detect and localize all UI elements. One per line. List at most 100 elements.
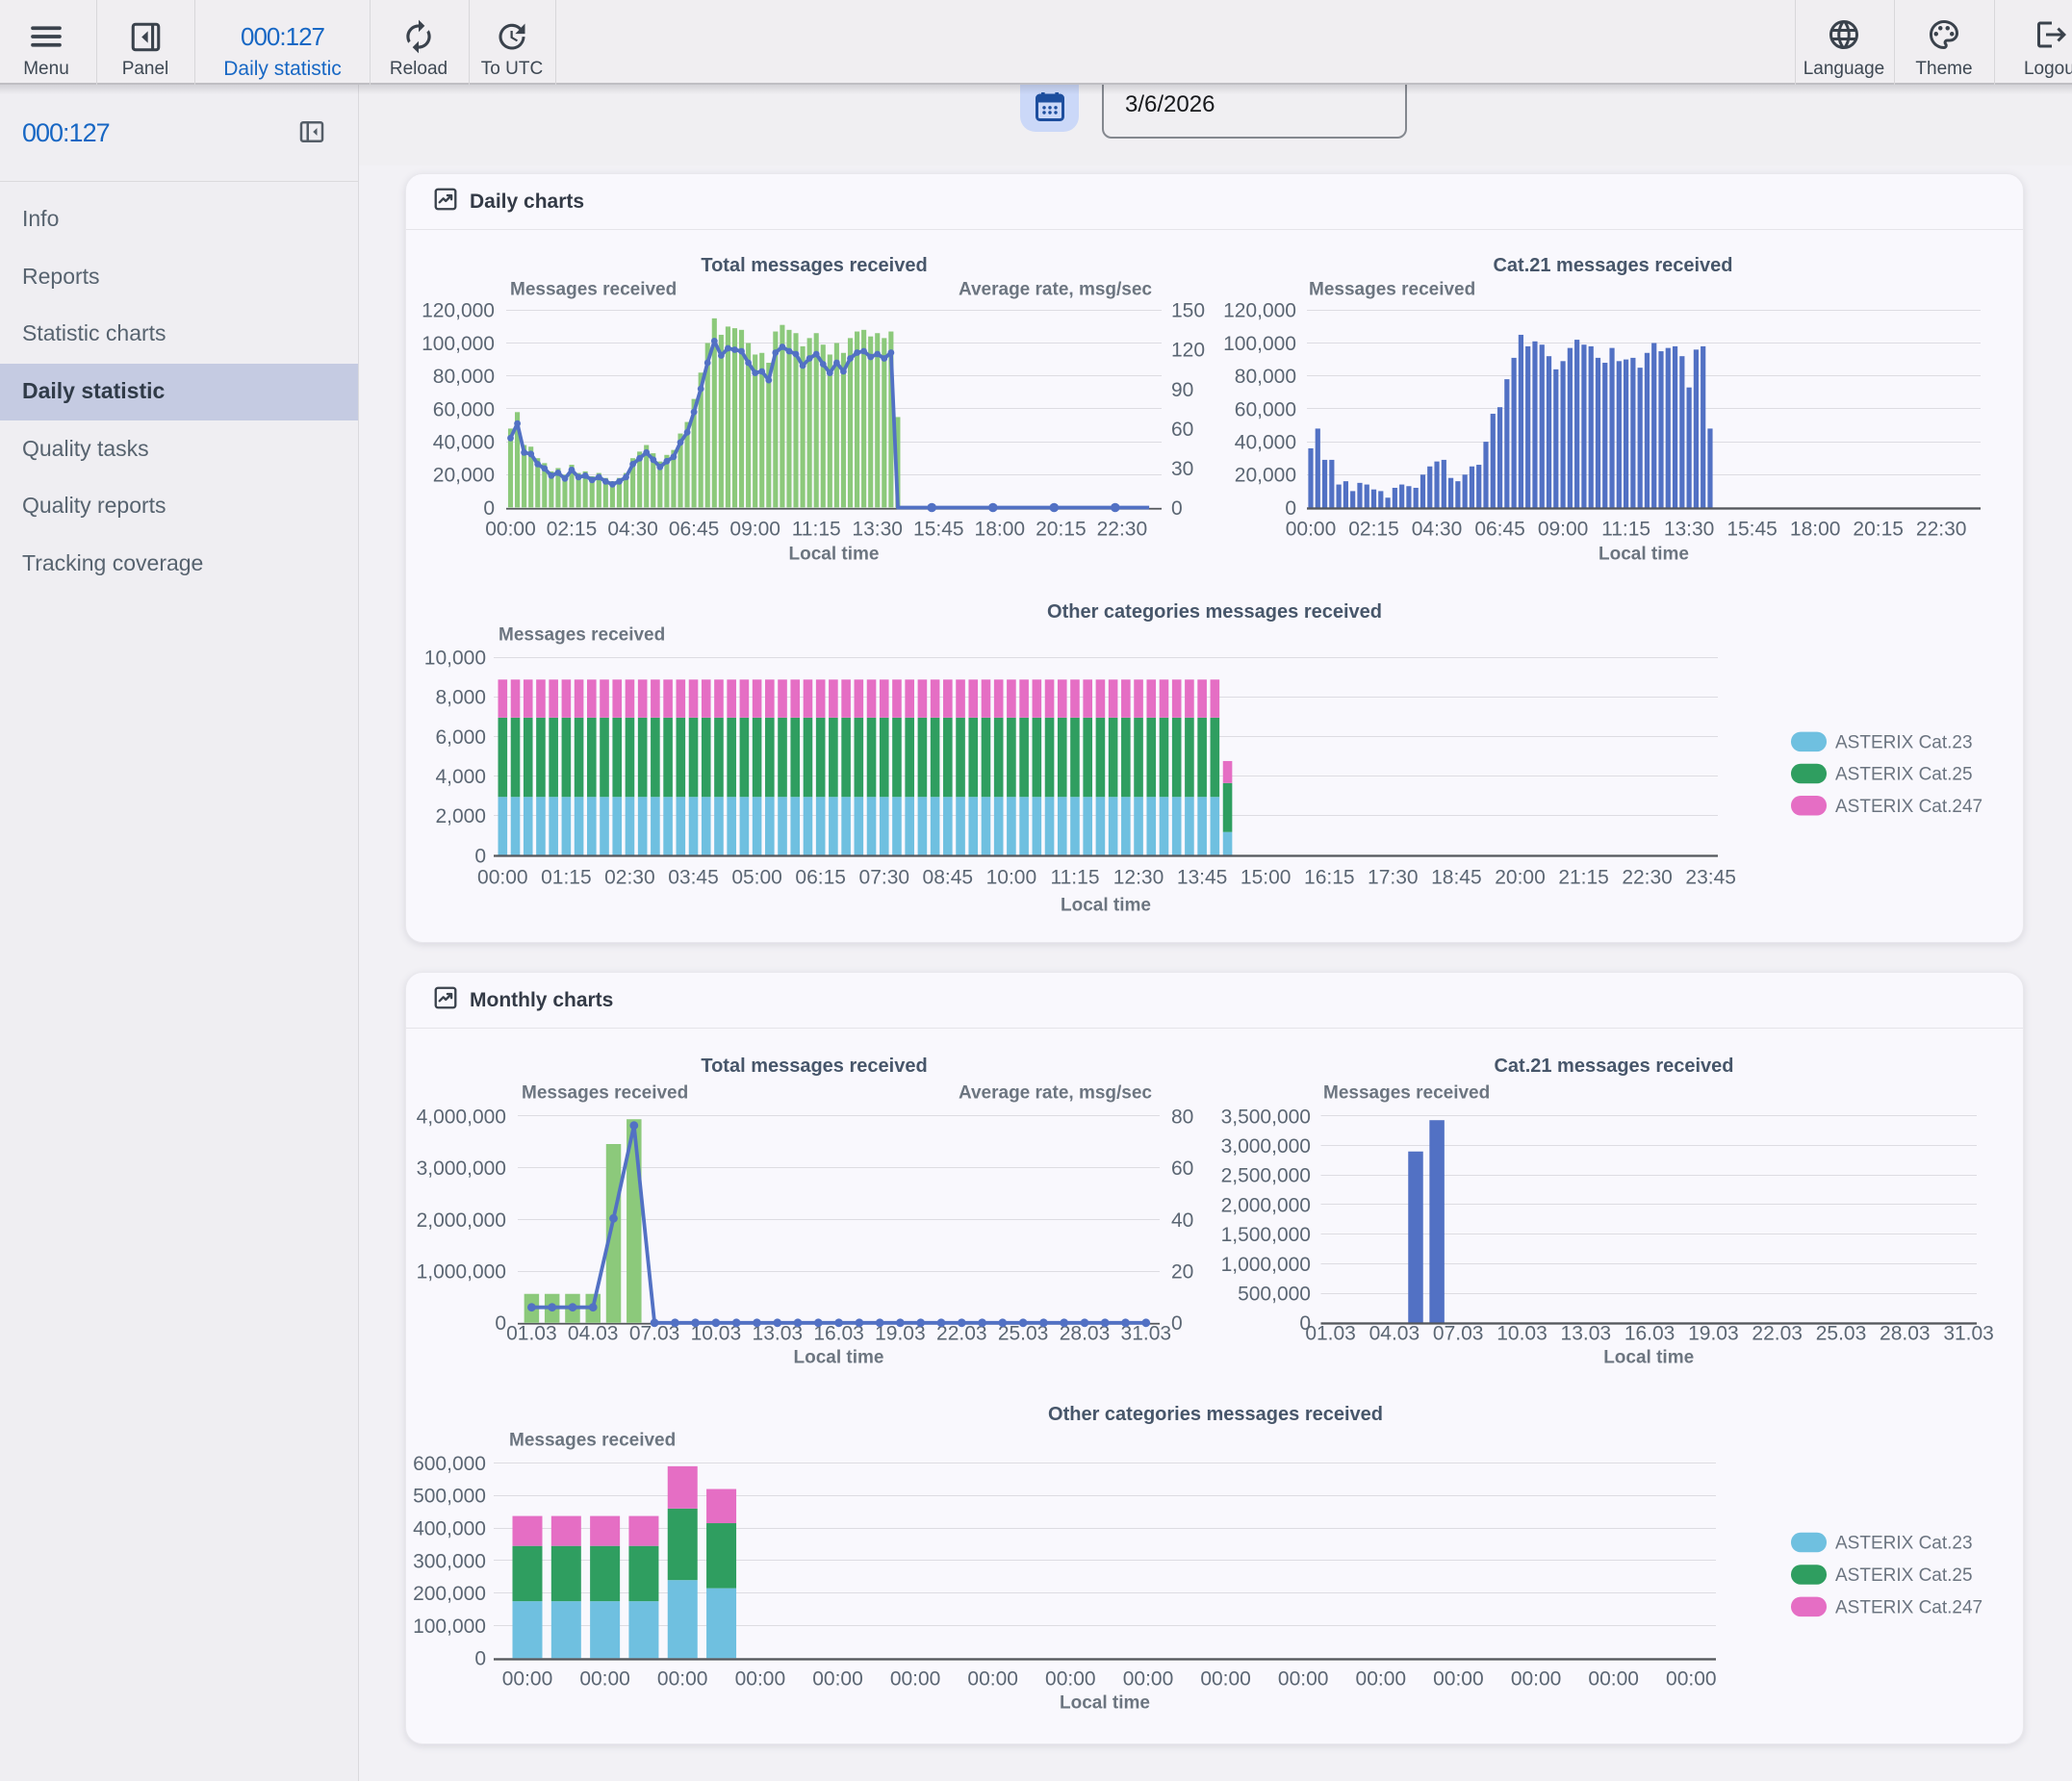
- svg-text:400,000: 400,000: [413, 1517, 486, 1539]
- svg-text:ASTERIX Cat.25: ASTERIX Cat.25: [1835, 1565, 1973, 1586]
- svg-text:15:45: 15:45: [913, 518, 964, 540]
- svg-text:ASTERIX Cat.23: ASTERIX Cat.23: [1835, 732, 1973, 752]
- svg-text:00:00: 00:00: [735, 1667, 786, 1690]
- svg-text:0: 0: [474, 845, 486, 867]
- svg-text:Average rate, msg/sec: Average rate, msg/sec: [959, 1083, 1152, 1104]
- svg-text:20,000: 20,000: [433, 465, 495, 487]
- svg-text:07.03: 07.03: [1433, 1322, 1484, 1344]
- svg-text:16:15: 16:15: [1304, 866, 1355, 888]
- svg-text:Local time: Local time: [1599, 545, 1689, 565]
- svg-text:10.03: 10.03: [1496, 1322, 1548, 1344]
- svg-text:0: 0: [1171, 497, 1183, 520]
- svg-text:16.03: 16.03: [813, 1322, 864, 1344]
- svg-text:20: 20: [1171, 1260, 1193, 1283]
- svg-text:Messages received: Messages received: [1323, 1083, 1490, 1104]
- svg-text:22:30: 22:30: [1622, 866, 1673, 888]
- svg-text:13:30: 13:30: [1664, 518, 1715, 540]
- svg-text:Other categories messages rece: Other categories messages received: [1048, 1404, 1383, 1425]
- svg-text:100,000: 100,000: [1223, 333, 1296, 355]
- svg-text:Total messages received: Total messages received: [701, 1056, 927, 1077]
- svg-text:15:00: 15:00: [1241, 866, 1292, 888]
- svg-text:Local time: Local time: [789, 545, 880, 565]
- svg-text:300,000: 300,000: [413, 1550, 486, 1572]
- svg-text:13.03: 13.03: [753, 1322, 804, 1344]
- svg-text:20,000: 20,000: [1235, 465, 1296, 487]
- svg-text:Cat.21 messages received: Cat.21 messages received: [1494, 1056, 1733, 1077]
- svg-text:25.03: 25.03: [998, 1322, 1049, 1344]
- svg-text:2,000,000: 2,000,000: [1221, 1194, 1311, 1216]
- svg-text:4,000,000: 4,000,000: [417, 1106, 506, 1128]
- svg-text:1,000,000: 1,000,000: [417, 1260, 506, 1283]
- svg-text:Average rate, msg/sec: Average rate, msg/sec: [959, 280, 1152, 300]
- svg-text:25.03: 25.03: [1816, 1322, 1867, 1344]
- svg-text:100,000: 100,000: [413, 1616, 486, 1638]
- svg-text:120: 120: [1171, 340, 1205, 362]
- svg-text:20:00: 20:00: [1495, 866, 1546, 888]
- svg-text:18:00: 18:00: [1790, 518, 1841, 540]
- svg-text:07.03: 07.03: [629, 1322, 680, 1344]
- svg-text:18:45: 18:45: [1431, 866, 1482, 888]
- svg-text:10.03: 10.03: [691, 1322, 742, 1344]
- svg-text:Messages received: Messages received: [522, 1083, 688, 1104]
- svg-text:Total messages received: Total messages received: [701, 255, 927, 276]
- svg-text:21:15: 21:15: [1558, 866, 1609, 888]
- svg-text:500,000: 500,000: [1238, 1283, 1311, 1305]
- svg-text:3,000,000: 3,000,000: [1221, 1135, 1311, 1158]
- svg-text:ASTERIX Cat.23: ASTERIX Cat.23: [1835, 1534, 1973, 1554]
- svg-text:00:00: 00:00: [1356, 1667, 1407, 1690]
- svg-text:16.03: 16.03: [1624, 1322, 1676, 1344]
- svg-text:60,000: 60,000: [433, 398, 495, 420]
- svg-text:2,000: 2,000: [435, 805, 486, 827]
- svg-text:00:00: 00:00: [579, 1667, 630, 1690]
- svg-text:00:00: 00:00: [485, 518, 536, 540]
- svg-text:22:30: 22:30: [1097, 518, 1148, 540]
- svg-text:04:30: 04:30: [607, 518, 658, 540]
- svg-text:07:30: 07:30: [859, 866, 910, 888]
- svg-text:20:15: 20:15: [1036, 518, 1087, 540]
- svg-text:00:00: 00:00: [1666, 1667, 1717, 1690]
- svg-text:Messages received: Messages received: [510, 280, 677, 300]
- svg-text:09:00: 09:00: [729, 518, 780, 540]
- svg-text:0: 0: [474, 1648, 486, 1670]
- svg-text:Messages received: Messages received: [499, 625, 665, 646]
- svg-text:6,000: 6,000: [435, 726, 486, 749]
- svg-text:2,000,000: 2,000,000: [417, 1209, 506, 1232]
- svg-text:04.03: 04.03: [568, 1322, 619, 1344]
- svg-text:22:30: 22:30: [1916, 518, 1967, 540]
- svg-text:13:30: 13:30: [852, 518, 903, 540]
- svg-text:06:45: 06:45: [1474, 518, 1525, 540]
- svg-text:02:30: 02:30: [604, 866, 655, 888]
- svg-text:09:00: 09:00: [1538, 518, 1589, 540]
- svg-text:30: 30: [1171, 458, 1193, 480]
- svg-text:2,500,000: 2,500,000: [1221, 1165, 1311, 1187]
- svg-text:Local time: Local time: [1061, 896, 1151, 916]
- svg-text:00:00: 00:00: [1588, 1667, 1639, 1690]
- svg-text:00:00: 00:00: [1511, 1667, 1562, 1690]
- svg-text:100,000: 100,000: [422, 333, 495, 355]
- svg-text:31.03: 31.03: [1121, 1322, 1172, 1344]
- svg-text:08:45: 08:45: [923, 866, 974, 888]
- svg-text:01.03: 01.03: [506, 1322, 557, 1344]
- svg-text:00:00: 00:00: [1123, 1667, 1174, 1690]
- svg-text:60: 60: [1171, 1158, 1193, 1180]
- svg-text:22.03: 22.03: [936, 1322, 987, 1344]
- svg-text:02:15: 02:15: [547, 518, 598, 540]
- svg-text:00:00: 00:00: [477, 866, 528, 888]
- svg-text:ASTERIX Cat.247: ASTERIX Cat.247: [1835, 797, 1982, 817]
- svg-text:28.03: 28.03: [1880, 1322, 1931, 1344]
- svg-text:28.03: 28.03: [1060, 1322, 1111, 1344]
- svg-text:200,000: 200,000: [413, 1583, 486, 1605]
- svg-text:90: 90: [1171, 379, 1193, 401]
- svg-text:13.03: 13.03: [1561, 1322, 1612, 1344]
- svg-text:01.03: 01.03: [1305, 1322, 1356, 1344]
- svg-text:0: 0: [1299, 1312, 1311, 1335]
- svg-text:3,500,000: 3,500,000: [1221, 1106, 1311, 1128]
- svg-text:600,000: 600,000: [413, 1453, 486, 1475]
- svg-text:60,000: 60,000: [1235, 398, 1296, 420]
- svg-text:ASTERIX Cat.247: ASTERIX Cat.247: [1835, 1597, 1982, 1617]
- svg-text:0: 0: [495, 1312, 506, 1335]
- svg-text:500,000: 500,000: [413, 1486, 486, 1508]
- svg-text:00:00: 00:00: [967, 1667, 1018, 1690]
- svg-text:00:00: 00:00: [1433, 1667, 1484, 1690]
- svg-text:13:45: 13:45: [1177, 866, 1228, 888]
